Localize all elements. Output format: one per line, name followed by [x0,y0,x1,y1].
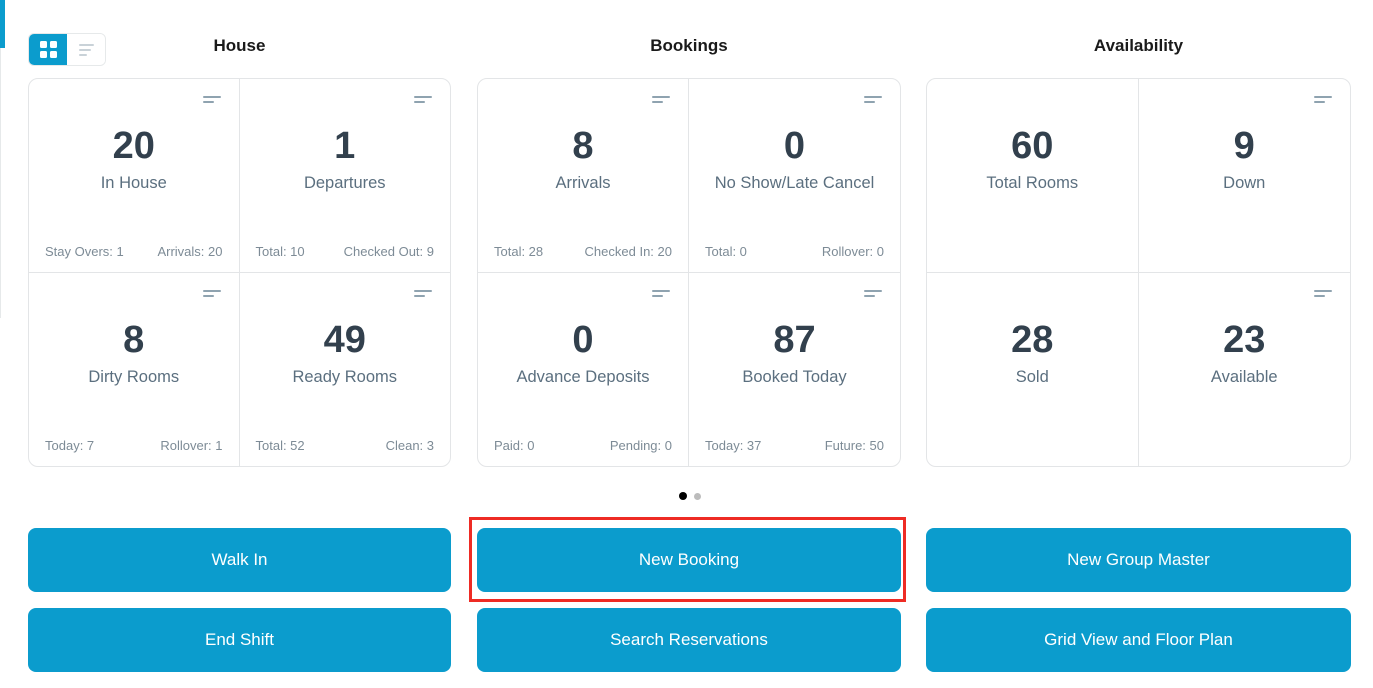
stat-detail-right: Arrivals: 20 [157,243,223,259]
stat-label: In House [100,174,167,192]
stat-value: 0 [572,318,594,361]
stat-value: 49 [323,318,366,361]
walk-in-button[interactable]: Walk In [28,528,451,592]
section-title-availability: Availability [1093,36,1184,55]
stat-detail-right: Clean: 3 [385,438,434,453]
stat-detail-left: Today: 37 [705,438,762,453]
new-booking-button[interactable]: New Booking [477,528,901,592]
stat-label: Advance Deposits [516,367,650,386]
stat-label: No Show/Late Cancel [714,174,875,192]
stat-detail-right: Rollover: 1 [160,438,223,453]
stat-value: 0 [783,125,806,167]
stat-label: Ready Rooms [292,367,398,386]
stat-card-advance-deposits[interactable]: 0 Advance Deposits Paid: 0 Pending: 0 [478,272,689,466]
stat-card-dirty-rooms[interactable]: 8 Dirty Rooms Today: 7 Rollover: 1 [29,272,240,466]
stat-detail-right: Rollover: 0 [821,243,884,259]
card-menu-icon[interactable] [864,96,882,103]
house-stats-panel: 20 In House Stay Overs: 1 Arrivals: 20 1… [28,78,451,467]
left-edge-divider [0,48,1,318]
carousel-pagination [28,492,1351,500]
card-menu-icon[interactable] [864,289,882,297]
stat-detail-right: Future: 50 [824,438,884,453]
stat-card-sold[interactable]: 28 Sold [927,272,1139,466]
card-menu-icon[interactable] [202,96,221,103]
card-menu-icon[interactable] [1314,289,1332,297]
stat-label: Sold [1015,367,1049,386]
new-group-master-button[interactable]: New Group Master [926,528,1351,592]
stat-card-available[interactable]: 23 Available [1139,273,1351,467]
stat-card-total-rooms[interactable]: 60 Total Rooms [927,79,1139,273]
stat-value: 23 [1223,318,1266,361]
stat-value: 1 [334,125,356,167]
stat-detail-right: Checked Out: 9 [343,243,434,259]
stat-value: 87 [773,318,816,361]
pagination-dot-inactive[interactable] [693,492,701,500]
stat-label: Booked Today [742,367,847,386]
card-menu-icon[interactable] [414,289,432,297]
end-shift-button[interactable]: End Shift [28,608,451,672]
stat-detail-left: Today: 7 [45,438,95,453]
stat-card-arrivals[interactable]: 8 Arrivals Total: 28 Checked In: 20 [478,79,689,273]
left-accent-bar [0,0,5,48]
list-view-icon [78,43,94,56]
card-menu-icon[interactable] [652,96,670,103]
stat-label: Down [1223,174,1266,192]
availability-stats-panel: 60 Total Rooms 9 Down 28 Sold 23 Availab… [926,78,1351,467]
stat-value: 28 [1011,318,1054,361]
stat-value: 60 [1011,125,1054,167]
bookings-stats-panel: 8 Arrivals Total: 28 Checked In: 20 0 No… [477,78,901,467]
stat-card-no-show-late-cancel[interactable]: 0 No Show/Late Cancel Total: 0 Rollover:… [689,79,900,273]
stat-label: Departures [303,174,386,192]
section-title-house: House [213,36,266,55]
pagination-dot-active[interactable] [678,492,687,500]
section-title-bookings: Bookings [650,36,728,55]
stat-card-down[interactable]: 9 Down [1138,79,1350,273]
stat-card-departures[interactable]: 1 Departures Total: 10 Checked Out: 9 [239,79,450,273]
grid-view-toggle-button[interactable] [29,34,67,65]
stat-value: 8 [123,318,145,361]
stat-value: 8 [572,125,594,167]
view-toggle [28,33,106,66]
stat-label: Dirty Rooms [88,367,180,386]
card-menu-icon[interactable] [202,289,221,297]
stat-detail-right: Pending: 0 [609,438,672,453]
grid-view-icon [39,41,57,58]
stat-value: 20 [112,125,155,167]
stat-detail-left: Total: 10 [255,243,305,259]
stat-detail-left: Paid: 0 [494,438,535,453]
stat-label: Available [1210,367,1278,386]
stat-card-booked-today[interactable]: 87 Booked Today Today: 37 Future: 50 [689,273,900,467]
stat-detail-left: Total: 52 [255,438,305,453]
stat-detail-right: Checked In: 20 [584,243,672,259]
stat-label: Arrivals [555,174,611,192]
grid-view-floor-plan-button[interactable]: Grid View and Floor Plan [926,608,1351,672]
stat-detail-left: Stay Overs: 1 [45,243,124,259]
card-menu-icon[interactable] [1314,96,1332,103]
stat-card-ready-rooms[interactable]: 49 Ready Rooms Total: 52 Clean: 3 [240,273,451,467]
list-view-toggle-button[interactable] [67,34,105,65]
stat-detail-left: Total: 28 [494,243,544,259]
search-reservations-button[interactable]: Search Reservations [477,608,901,672]
stat-card-in-house[interactable]: 20 In House Stay Overs: 1 Arrivals: 20 [29,79,240,273]
stat-label: Total Rooms [986,174,1079,192]
stat-value: 9 [1233,125,1255,167]
stat-detail-left: Total: 0 [705,243,747,259]
card-menu-icon[interactable] [652,289,670,297]
card-menu-icon[interactable] [414,96,432,103]
